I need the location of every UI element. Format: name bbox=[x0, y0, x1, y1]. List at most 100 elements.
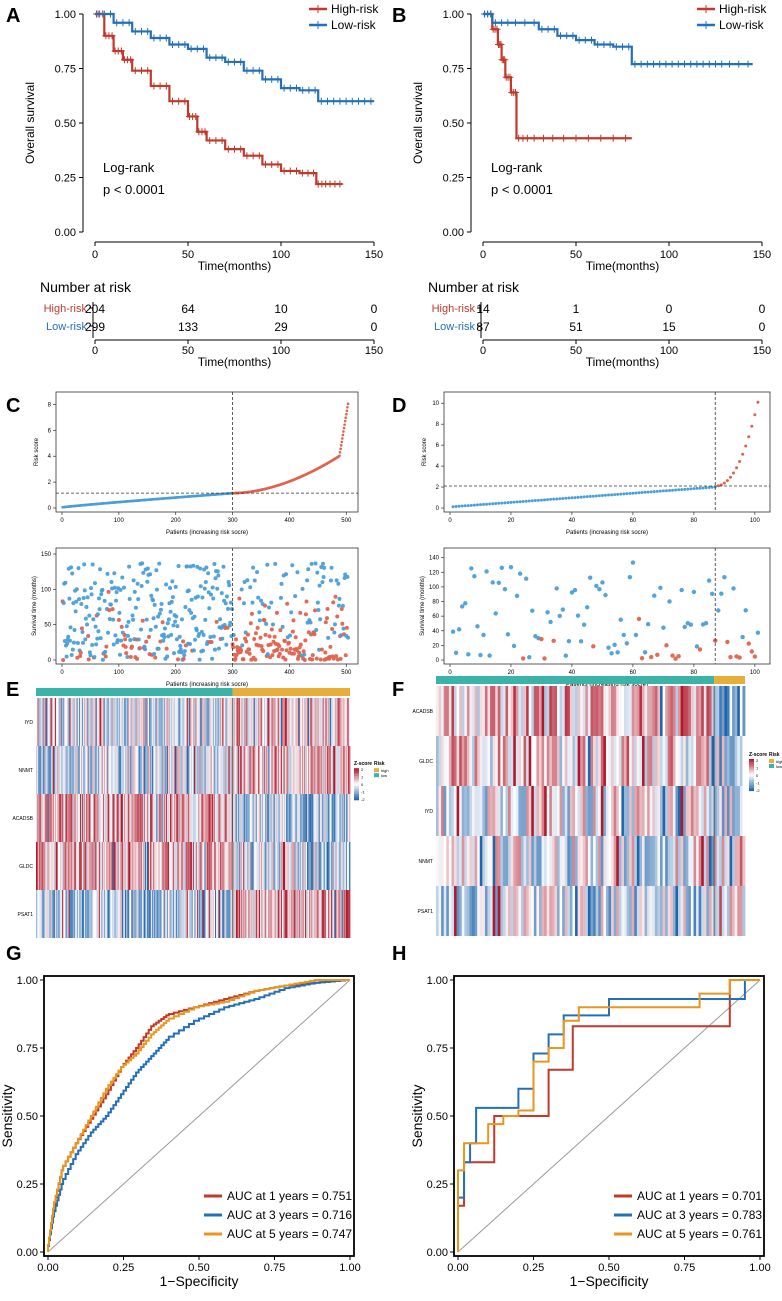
heatmap-cell bbox=[626, 836, 630, 886]
heatmap-cell bbox=[315, 842, 317, 890]
km-censor-mark bbox=[656, 60, 664, 68]
survival-point bbox=[212, 562, 217, 567]
heatmap-cell bbox=[263, 794, 265, 842]
heatmap-cell bbox=[172, 842, 174, 890]
heatmap-cell bbox=[38, 746, 40, 794]
heatmap-cell bbox=[223, 890, 225, 938]
risk-table-count: 0 bbox=[371, 302, 378, 316]
heatmap-cell bbox=[214, 794, 217, 842]
roc-y-tick-label: 0.50 bbox=[17, 1111, 38, 1123]
heatmap-cell bbox=[79, 698, 82, 746]
survival-point bbox=[85, 595, 90, 600]
heatmap-cell bbox=[332, 890, 334, 938]
heatmap-cell bbox=[43, 890, 45, 938]
survival-point bbox=[655, 652, 660, 658]
heatmap-cell bbox=[582, 786, 586, 836]
heatmap-cell bbox=[172, 746, 174, 794]
heatmap-cell bbox=[66, 794, 68, 842]
heatmap-cell bbox=[306, 794, 308, 842]
heatmap-cell bbox=[271, 842, 273, 890]
heatmap-cell bbox=[667, 786, 671, 836]
heatmap-cell bbox=[479, 786, 483, 836]
heatmap-cell bbox=[176, 794, 178, 842]
heatmap-cell bbox=[90, 698, 92, 746]
heatmap-cell bbox=[263, 890, 265, 938]
risk-score-y-title: Risk score bbox=[34, 437, 40, 466]
heatmap-cell bbox=[290, 698, 292, 746]
heatmap-cell bbox=[299, 794, 302, 842]
survival-point bbox=[70, 571, 75, 576]
heatmap-cell bbox=[662, 886, 666, 936]
heatmap-cell bbox=[287, 794, 289, 842]
risk-x-tick-label: 500 bbox=[341, 518, 352, 524]
heatmap-cell bbox=[332, 698, 334, 746]
heatmap-cell bbox=[97, 746, 100, 794]
heatmap-cell bbox=[544, 736, 548, 786]
heatmap-cell bbox=[654, 886, 658, 936]
risk-score-point bbox=[698, 486, 702, 490]
heatmap-cell bbox=[200, 842, 202, 890]
heatmap-cell bbox=[304, 890, 307, 938]
heatmap-cell bbox=[502, 686, 506, 736]
survival-point bbox=[308, 620, 313, 625]
survival-point bbox=[484, 569, 489, 574]
heatmap-cell bbox=[154, 698, 156, 746]
heatmap-cell bbox=[185, 842, 188, 890]
heatmap-cell bbox=[95, 890, 98, 938]
heatmap-cell bbox=[132, 794, 134, 842]
heatmap-cell bbox=[157, 698, 159, 746]
heatmap-cell bbox=[232, 794, 235, 842]
survival-point bbox=[277, 644, 282, 649]
survival-point bbox=[202, 586, 207, 591]
heatmap-cell bbox=[243, 794, 245, 842]
heatmap-cell bbox=[184, 842, 187, 890]
heatmap-cell bbox=[342, 890, 345, 938]
heatmap-cell bbox=[186, 794, 189, 842]
risk-score-point bbox=[634, 491, 638, 495]
heatmap-cell bbox=[328, 794, 330, 842]
heatmap-cell bbox=[62, 842, 64, 890]
km-x-axis-title: Time(months) bbox=[586, 259, 660, 273]
heatmap-cell bbox=[331, 890, 333, 938]
heatmap-cell bbox=[557, 836, 560, 886]
heatmap-cell bbox=[94, 698, 97, 746]
heatmap-cell bbox=[341, 890, 344, 938]
heatmap-cell bbox=[56, 746, 59, 794]
heatmap-cell bbox=[595, 836, 599, 886]
survival-point bbox=[262, 618, 267, 623]
heatmap-cell bbox=[500, 886, 504, 936]
heatmap-cell bbox=[97, 698, 100, 746]
roc-legend-3y: AUC at 3 years = 0.716 bbox=[227, 1208, 352, 1222]
survival-point bbox=[123, 644, 128, 649]
heatmap-cell bbox=[124, 794, 127, 842]
survival-point bbox=[305, 578, 310, 583]
heatmap-cell bbox=[47, 746, 49, 794]
km-censor-mark bbox=[622, 134, 630, 142]
heatmap-cell bbox=[253, 746, 256, 794]
heatmap-cell bbox=[59, 842, 61, 890]
risk-score-point bbox=[463, 504, 467, 508]
km-censor-mark bbox=[206, 54, 214, 62]
heatmap-cell bbox=[688, 686, 692, 736]
heatmap-cell bbox=[286, 794, 288, 842]
heatmap-cell bbox=[238, 698, 240, 746]
heatmap-cell bbox=[74, 842, 77, 890]
heatmap-cell bbox=[38, 890, 40, 938]
heatmap-cell bbox=[314, 698, 316, 746]
survival-point bbox=[176, 564, 181, 569]
heatmap-cell bbox=[696, 786, 700, 836]
heatmap-cell bbox=[587, 886, 591, 936]
heatmap-cell bbox=[701, 786, 705, 836]
heatmap-cell bbox=[729, 836, 733, 886]
heatmap-cell bbox=[270, 794, 272, 842]
heatmap-gene-label: NNMT bbox=[19, 768, 33, 774]
survival-point bbox=[257, 618, 262, 623]
heatmap-cell bbox=[163, 842, 166, 890]
heatmap-cell bbox=[44, 842, 46, 890]
heatmap-cell bbox=[631, 786, 635, 836]
risk-score-point bbox=[677, 488, 681, 492]
survival-point bbox=[691, 589, 697, 595]
heatmap-cell bbox=[68, 794, 70, 842]
heatmap-cell bbox=[703, 686, 707, 736]
heatmap-cell bbox=[251, 890, 254, 938]
